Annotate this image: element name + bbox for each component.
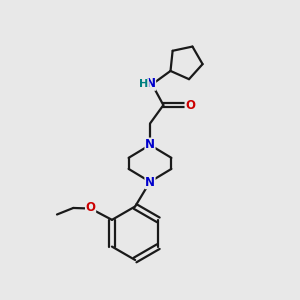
Text: H: H — [139, 79, 148, 89]
Text: O: O — [185, 99, 195, 112]
Text: O: O — [85, 202, 96, 214]
Text: N: N — [145, 138, 155, 151]
Text: N: N — [146, 77, 156, 90]
Text: N: N — [145, 176, 155, 189]
